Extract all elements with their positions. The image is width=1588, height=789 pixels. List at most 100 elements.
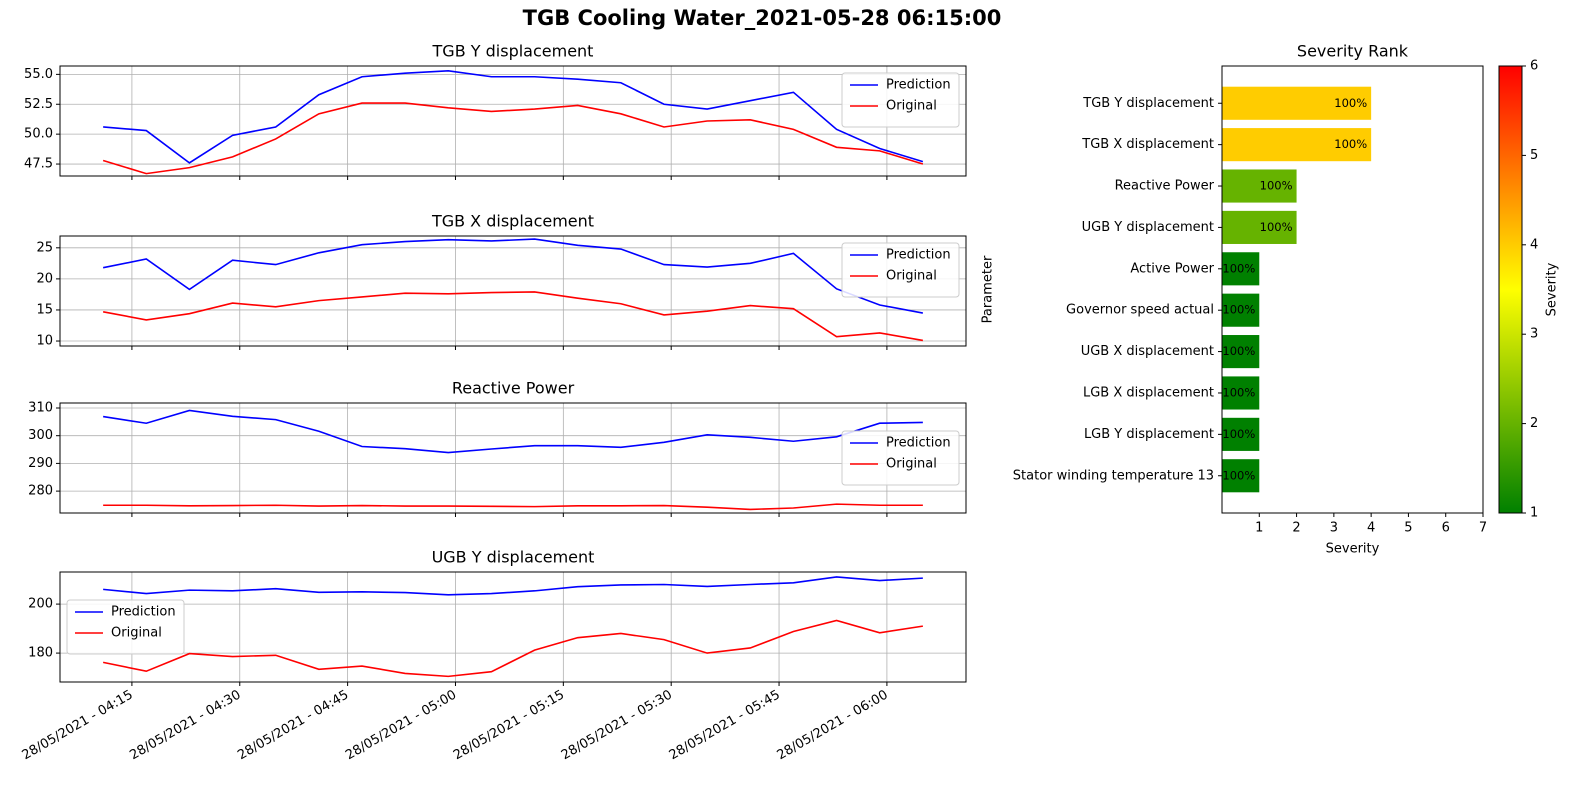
x-tick-label: 3 <box>1330 521 1338 536</box>
y-tick-label: 50.0 <box>24 127 53 142</box>
bar-annotation: 100% <box>1222 427 1255 441</box>
y-tick-label: UGB Y displacement <box>1082 220 1214 235</box>
y-tick-label: Reactive Power <box>1115 179 1215 194</box>
bar-annotation: 100% <box>1222 303 1255 317</box>
y-tick-label: 20 <box>36 271 53 286</box>
bar <box>1222 376 1260 410</box>
subplot-title: UGB Y displacement <box>432 548 595 567</box>
plot-frame <box>1221 65 1484 514</box>
bar <box>1222 459 1260 493</box>
subplot-title: TGB X displacement <box>431 212 594 231</box>
x-tick-label: 28/05/2021 - 04:30 <box>127 688 243 764</box>
series-line <box>102 102 924 175</box>
legend-label: Prediction <box>886 248 951 263</box>
bar-annotation: 100% <box>1222 385 1255 399</box>
series-line <box>103 409 923 454</box>
y-tick-label: 300 <box>28 428 53 443</box>
legend-label: Original <box>886 99 937 114</box>
y-tick-label: UGB X displacement <box>1081 344 1214 359</box>
y-tick-label: 25 <box>36 240 53 255</box>
x-tick-label: 6 <box>1442 521 1450 536</box>
series-line <box>102 291 923 342</box>
bar-annotation: 100% <box>1334 96 1367 110</box>
bar <box>1222 86 1372 120</box>
x-tick-label: 28/05/2021 - 04:15 <box>20 688 136 764</box>
y-tick-label: 47.5 <box>24 157 53 172</box>
colorbar-tick-label: 6 <box>1530 59 1538 74</box>
subplot-title: Severity Rank <box>1297 42 1409 61</box>
legend-label: Original <box>111 626 162 641</box>
legend-box <box>841 242 960 298</box>
bar-annotation: 100% <box>1260 179 1293 193</box>
colorbar-tick-label: 1 <box>1530 506 1538 521</box>
x-tick-label: 28/05/2021 - 04:45 <box>235 688 351 764</box>
y-tick-label: TGB X displacement <box>1081 137 1214 152</box>
subplot-title: Reactive Power <box>452 379 575 398</box>
legend-label: Prediction <box>111 605 176 620</box>
bar <box>1222 128 1372 162</box>
series-line <box>102 238 924 314</box>
bar <box>1222 169 1297 203</box>
x-tick-label: 5 <box>1404 521 1412 536</box>
bar <box>1222 293 1260 327</box>
y-tick-label: 280 <box>28 484 53 499</box>
x-tick-label: 28/05/2021 - 05:15 <box>451 688 567 764</box>
bar <box>1222 210 1297 244</box>
y-tick-label: LGB Y displacement <box>1084 427 1214 442</box>
series-line <box>103 503 923 511</box>
y-tick-label: 200 <box>28 597 53 612</box>
colorbar-tick-label: 2 <box>1530 416 1538 431</box>
plot-frame <box>59 65 967 177</box>
plot-frame <box>59 402 967 514</box>
y-axis-label: Parameter <box>981 255 996 323</box>
x-tick-label: 28/05/2021 - 05:30 <box>559 688 675 764</box>
colorbar-tick-label: 4 <box>1530 237 1538 252</box>
y-tick-label: 55.0 <box>24 67 53 82</box>
x-tick-label: 28/05/2021 - 06:00 <box>775 688 891 764</box>
plot-frame <box>59 571 967 683</box>
x-tick-label: 2 <box>1292 521 1300 536</box>
x-axis-label: Severity <box>1326 542 1380 557</box>
y-tick-label: 180 <box>28 646 53 661</box>
x-tick-label: 4 <box>1367 521 1375 536</box>
figure-title: TGB Cooling Water_2021-05-28 06:15:00 <box>523 6 1002 30</box>
y-tick-label: 52.5 <box>24 97 53 112</box>
legend-label: Original <box>886 269 937 284</box>
bar-annotation: 100% <box>1260 220 1293 234</box>
colorbar-tick-label: 3 <box>1530 327 1538 342</box>
x-tick-label: 7 <box>1479 521 1487 536</box>
legend-box <box>66 599 185 655</box>
y-tick-label: 15 <box>36 302 53 317</box>
bar <box>1222 335 1260 369</box>
legend-box <box>841 430 960 486</box>
y-tick-label: 10 <box>36 334 53 349</box>
y-tick-label: 290 <box>28 456 53 471</box>
y-tick-label: Stator winding temperature 13 <box>1013 468 1214 483</box>
x-tick-label: 1 <box>1255 521 1263 536</box>
series-line <box>103 576 923 596</box>
y-tick-label: Active Power <box>1130 261 1214 276</box>
bar <box>1222 252 1260 286</box>
series-line <box>103 69 924 164</box>
y-tick-label: LGB X displacement <box>1083 385 1214 400</box>
bar-annotation: 100% <box>1334 137 1367 151</box>
bar-annotation: 100% <box>1222 261 1255 275</box>
y-tick-label: Governor speed actual <box>1066 303 1214 318</box>
y-tick-label: TGB Y displacement <box>1082 96 1214 111</box>
bar <box>1222 417 1260 451</box>
plot-frame <box>59 235 967 347</box>
y-tick-label: 310 <box>28 400 53 415</box>
colorbar-tick-label: 5 <box>1530 148 1538 163</box>
legend-box <box>841 72 960 128</box>
x-tick-label: 28/05/2021 - 05:45 <box>667 688 783 764</box>
legend-label: Prediction <box>886 436 951 451</box>
legend-label: Original <box>886 457 937 472</box>
x-tick-label: 28/05/2021 - 05:00 <box>343 688 459 764</box>
bar-annotation: 100% <box>1222 344 1255 358</box>
subplot-title: TGB Y displacement <box>432 42 594 61</box>
series-line <box>102 619 923 678</box>
colorbar-label: Severity <box>1545 262 1560 316</box>
legend-label: Prediction <box>886 78 951 93</box>
